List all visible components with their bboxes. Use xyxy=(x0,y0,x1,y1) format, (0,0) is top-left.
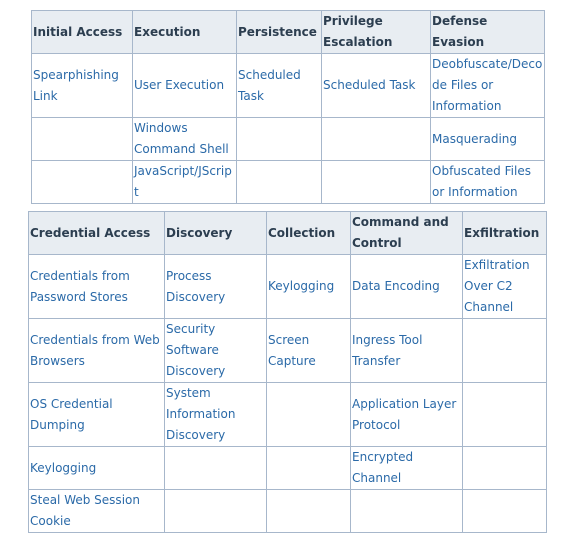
table-cell: Encrypted Channel xyxy=(350,446,463,490)
table-cell: Scheduled Task xyxy=(321,53,431,118)
table-row: Windows Command Shell Masquerading xyxy=(31,117,545,161)
table-cell: Keylogging xyxy=(266,254,351,319)
table-cell: Spearphishing Link xyxy=(31,53,133,118)
technique-link[interactable]: System Information Discovery xyxy=(166,386,236,442)
technique-link[interactable]: Keylogging xyxy=(268,279,335,293)
table-cell: Credentials from Web Browsers xyxy=(28,318,165,383)
table-cell: Credentials from Password Stores xyxy=(28,254,165,319)
header-collection: Collection xyxy=(266,211,351,255)
table-cell: Application Layer Protocol xyxy=(350,382,463,447)
tactics-table-1: Initial Access Execution Persistence Pri… xyxy=(31,10,545,204)
technique-link[interactable]: Windows Command Shell xyxy=(134,121,229,156)
table-cell-empty xyxy=(266,382,351,447)
technique-link[interactable]: Screen Capture xyxy=(268,332,316,368)
table-cell: Ingress Tool Transfer xyxy=(350,318,463,383)
technique-link[interactable]: Deobfuscate/Decode Files or Information xyxy=(432,57,543,113)
table-cell-empty xyxy=(31,160,133,204)
table-cell: Steal Web Session Cookie xyxy=(28,489,165,533)
technique-link[interactable]: Masquerading xyxy=(432,131,518,146)
table-cell-empty xyxy=(321,160,431,204)
technique-link[interactable]: Scheduled Task xyxy=(238,67,301,103)
header-defense-evasion: Defense Evasion xyxy=(430,10,545,54)
technique-link[interactable]: Ingress Tool Transfer xyxy=(352,332,423,368)
table-cell-empty xyxy=(321,117,431,161)
table-cell: Scheduled Task xyxy=(236,53,322,118)
table-row: Steal Web Session Cookie xyxy=(28,489,547,533)
table-cell: Screen Capture xyxy=(266,318,351,383)
table-cell: Windows Command Shell xyxy=(132,117,237,161)
technique-link[interactable]: Steal Web Session Cookie xyxy=(30,493,140,528)
header-execution: Execution xyxy=(132,10,237,54)
header-credential-access: Credential Access xyxy=(28,211,165,255)
table-cell: User Execution xyxy=(132,53,237,118)
technique-link[interactable]: Scheduled Task xyxy=(323,78,416,92)
technique-link[interactable]: Credentials from Password Stores xyxy=(30,268,130,304)
table-cell-empty xyxy=(164,446,267,490)
table-header-row: Initial Access Execution Persistence Pri… xyxy=(31,10,545,54)
table-cell-empty xyxy=(31,117,133,161)
technique-link[interactable]: Credentials from Web Browsers xyxy=(30,332,160,368)
table-cell-empty xyxy=(462,318,547,383)
technique-link[interactable]: Data Encoding xyxy=(352,279,440,293)
technique-link[interactable]: User Execution xyxy=(134,78,225,92)
table-cell-empty xyxy=(350,489,463,533)
table-row: OS Credential Dumping System Information… xyxy=(28,382,547,447)
technique-link[interactable]: Exfiltration Over C2 Channel xyxy=(464,258,530,314)
technique-link[interactable]: Security Software Discovery xyxy=(166,322,226,378)
table-cell: Exfiltration Over C2 Channel xyxy=(462,254,547,319)
table-cell: System Information Discovery xyxy=(164,382,267,447)
technique-link[interactable]: JavaScript/JScript xyxy=(134,164,232,199)
technique-link[interactable]: Spearphishing Link xyxy=(33,67,119,103)
table-row: Keylogging Encrypted Channel xyxy=(28,446,547,490)
header-exfiltration: Exfiltration xyxy=(462,211,547,255)
table-cell: Security Software Discovery xyxy=(164,318,267,383)
technique-link[interactable]: Process Discovery xyxy=(166,268,226,304)
table-cell: Keylogging xyxy=(28,446,165,490)
table-cell-empty xyxy=(164,489,267,533)
tactics-table-2: Credential Access Discovery Collection C… xyxy=(28,211,547,533)
table-cell-empty xyxy=(236,160,322,204)
table-cell-empty xyxy=(266,489,351,533)
header-privilege-escalation: Privilege Escalation xyxy=(321,10,431,54)
table-cell: Data Encoding xyxy=(350,254,463,319)
table-cell: JavaScript/JScript xyxy=(132,160,237,204)
table-row: Credentials from Password Stores Process… xyxy=(28,254,547,319)
header-persistence: Persistence xyxy=(236,10,322,54)
table-row: JavaScript/JScript Obfuscated Files or I… xyxy=(31,160,545,204)
table-header-row: Credential Access Discovery Collection C… xyxy=(28,211,547,255)
table-cell-empty xyxy=(462,382,547,447)
technique-link[interactable]: Encrypted Channel xyxy=(352,450,414,485)
technique-link[interactable]: OS Credential Dumping xyxy=(30,396,113,432)
table-row: Spearphishing Link User Execution Schedu… xyxy=(31,53,545,118)
header-discovery: Discovery xyxy=(164,211,267,255)
technique-link[interactable]: Obfuscated Files or Information xyxy=(432,164,531,199)
table-cell: Obfuscated Files or Information xyxy=(430,160,545,204)
technique-link[interactable]: Application Layer Protocol xyxy=(352,396,457,432)
table-cell-empty xyxy=(266,446,351,490)
table-cell-empty xyxy=(236,117,322,161)
table-cell: Masquerading xyxy=(430,117,545,161)
table-cell: Process Discovery xyxy=(164,254,267,319)
table-cell: Deobfuscate/Decode Files or Information xyxy=(430,53,545,118)
table-cell: OS Credential Dumping xyxy=(28,382,165,447)
table-cell-empty xyxy=(462,489,547,533)
header-command-and-control: Command and Control xyxy=(350,211,463,255)
table-cell-empty xyxy=(462,446,547,490)
header-initial-access: Initial Access xyxy=(31,10,133,54)
table-row: Credentials from Web Browsers Security S… xyxy=(28,318,547,383)
